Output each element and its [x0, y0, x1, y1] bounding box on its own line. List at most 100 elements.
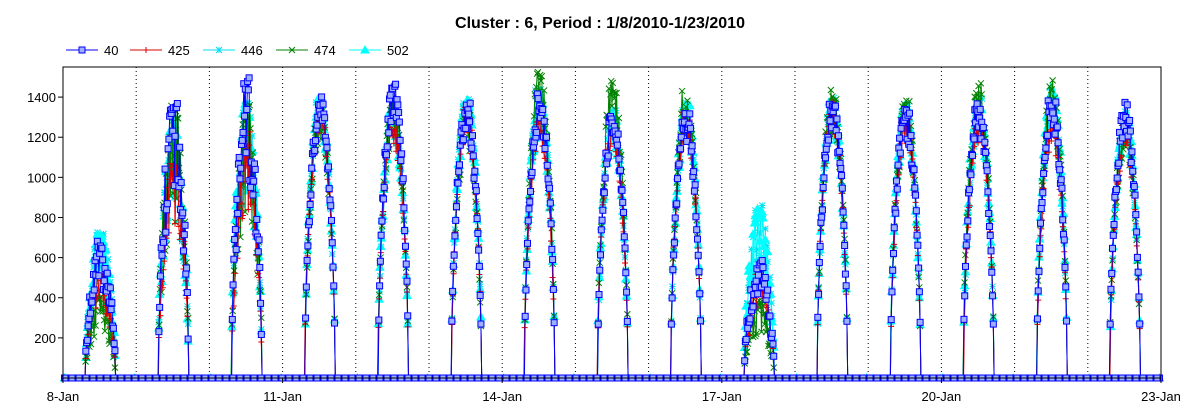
- data-point: [376, 257, 384, 265]
- data-point: [327, 216, 335, 224]
- data-point: [401, 242, 409, 250]
- data-point: [101, 327, 109, 335]
- data-point: [183, 295, 190, 302]
- data-point: [1106, 320, 1114, 328]
- data-point: [761, 280, 769, 288]
- data-point: [976, 105, 984, 113]
- y-tick-label: 1000: [27, 170, 56, 185]
- data-point: [895, 171, 902, 178]
- data-point: [827, 86, 835, 94]
- data-point: [623, 317, 631, 325]
- data-point: [233, 195, 241, 203]
- data-point: [313, 121, 321, 129]
- data-point: [906, 143, 914, 151]
- data-point: [597, 251, 605, 259]
- data-point: [472, 187, 480, 195]
- data-point: [246, 142, 253, 149]
- data-point: [1058, 184, 1066, 192]
- data-point: [1052, 152, 1059, 159]
- data-point: [753, 246, 761, 254]
- data-point: [677, 133, 685, 141]
- data-point: [318, 93, 326, 101]
- data-point: [163, 206, 171, 214]
- data-point: [695, 268, 703, 276]
- data-point: [752, 332, 759, 340]
- data-point: [907, 132, 915, 140]
- data-point: [989, 320, 997, 328]
- data-point: [454, 179, 462, 187]
- data-point: [667, 320, 675, 328]
- data-point: [671, 214, 679, 222]
- data-point: [838, 184, 846, 192]
- data-point: [404, 312, 412, 320]
- data-point: [86, 309, 94, 317]
- data-point: [523, 239, 531, 247]
- data-point: [245, 74, 253, 82]
- data-point: [818, 213, 826, 221]
- legend-label: 474: [314, 43, 336, 58]
- data-point: [826, 117, 834, 125]
- data-point: [527, 187, 535, 195]
- y-tick-label: 800: [34, 210, 56, 225]
- data-point: [1112, 204, 1119, 211]
- data-point: [768, 329, 776, 337]
- data-point: [690, 187, 698, 195]
- data-point: [893, 177, 901, 185]
- data-point: [322, 137, 330, 145]
- data-point: [550, 319, 558, 327]
- data-point: [471, 167, 479, 175]
- data-point: [547, 220, 555, 228]
- data-point: [90, 245, 98, 253]
- data-point: [84, 322, 92, 330]
- data-point: [324, 176, 331, 183]
- legend-item-40: 40: [66, 43, 118, 58]
- data-point: [523, 261, 531, 269]
- data-point: [232, 245, 240, 253]
- data-point: [969, 160, 976, 167]
- data-point: [250, 177, 258, 185]
- data-point: [760, 234, 771, 244]
- data-point: [598, 216, 606, 224]
- data-point: [465, 118, 473, 126]
- y-tick-label: 1400: [27, 90, 56, 105]
- data-point: [842, 282, 850, 290]
- data-point: [890, 224, 898, 232]
- data-point: [694, 251, 702, 259]
- data-point: [1122, 142, 1129, 149]
- data-point: [307, 191, 315, 199]
- data-point: [241, 112, 249, 120]
- data-point: [533, 83, 540, 91]
- data-point: [889, 249, 897, 257]
- data-point: [450, 251, 458, 259]
- data-point: [909, 155, 916, 162]
- data-point: [238, 201, 246, 209]
- data-point: [597, 226, 605, 234]
- data-point: [822, 160, 829, 167]
- data-point: [533, 128, 541, 136]
- data-point: [462, 124, 470, 132]
- data-point: [962, 241, 970, 249]
- data-point: [324, 163, 332, 171]
- data-point: [1132, 211, 1140, 219]
- data-point: [915, 264, 923, 272]
- data-point: [963, 233, 971, 241]
- data-point: [465, 110, 473, 118]
- data-point: [621, 244, 629, 252]
- data-point: [609, 79, 617, 87]
- data-point: [1049, 109, 1057, 117]
- data-point: [769, 340, 777, 348]
- data-point: [613, 89, 620, 97]
- data-point: [168, 164, 175, 171]
- data-point: [684, 97, 691, 105]
- data-point: [761, 225, 769, 233]
- data-point: [449, 287, 457, 295]
- data-point: [228, 315, 236, 323]
- data-point: [391, 127, 398, 134]
- data-point: [1053, 123, 1061, 131]
- data-point: [395, 109, 403, 117]
- data-point: [749, 303, 757, 311]
- data-point: [170, 161, 177, 168]
- data-point: [402, 260, 410, 268]
- data-point: [682, 103, 690, 111]
- data-point: [984, 188, 992, 196]
